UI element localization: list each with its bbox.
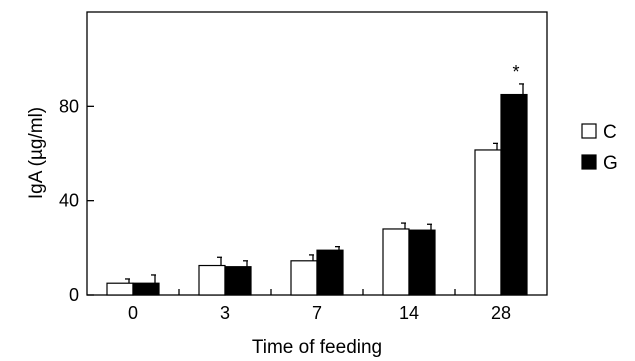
bar-g-28 [500,93,528,296]
bars: * [106,62,528,296]
bar-c-14 [382,228,410,296]
bar-c-3 [198,264,226,296]
y-tick-label: 40 [59,191,79,211]
y-axis-title: IgA (µg/ml) [26,107,47,199]
y-axis: 0 40 80 [59,96,94,305]
x-tick-label: 7 [312,303,322,323]
x-axis-title: Time of feeding [252,337,382,358]
significance-asterisk: * [512,62,519,82]
x-tick-label: 0 [128,303,138,323]
y-tick-label: 0 [69,285,79,305]
bar-g-7 [316,249,344,296]
legend: CG [581,122,618,174]
legend-swatch-c [581,123,597,139]
legend-label-c: C [603,122,617,143]
bar-c-0 [106,282,134,296]
legend-swatch-g [581,154,597,170]
y-tick-label: 80 [59,96,79,116]
x-axis: 0 3 7 14 28 [128,289,511,323]
bar-g-3 [224,266,252,296]
bar-c-7 [290,260,318,296]
bar-g-0 [132,282,160,296]
bar-g-14 [408,229,436,296]
x-tick-label: 14 [399,303,419,323]
x-tick-label: 28 [491,303,511,323]
bar-c-28 [474,149,502,296]
legend-label-g: G [603,153,618,174]
x-tick-label: 3 [220,303,230,323]
